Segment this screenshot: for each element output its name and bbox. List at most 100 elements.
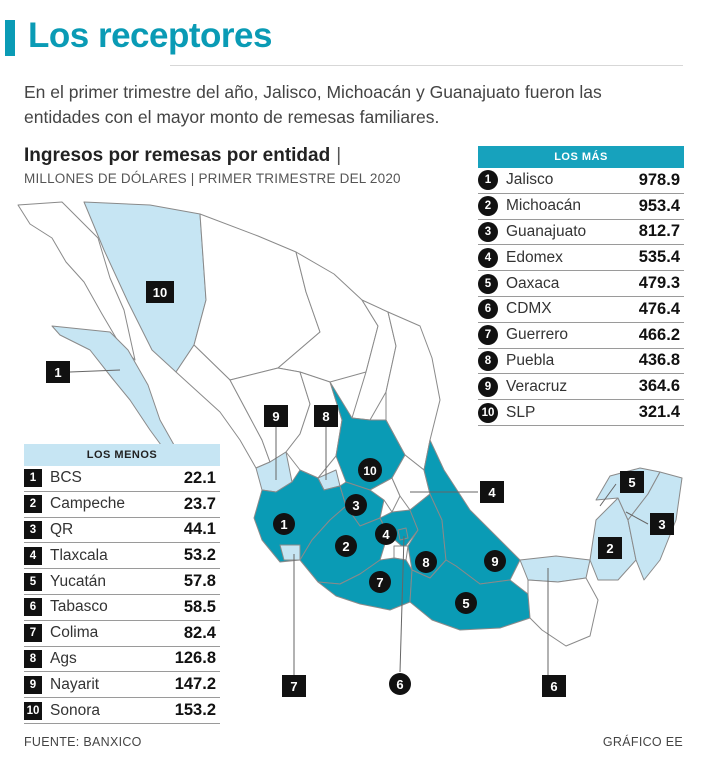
rank-badge: 9 [478,376,498,397]
table-row: 2 Campeche 23.7 [24,492,220,518]
state-name: SLP [506,403,536,421]
table-header: LOS MENOS [24,444,220,466]
svg-text:2: 2 [606,541,613,556]
state-name: Edomex [506,248,563,266]
page-title: Los receptores [28,16,272,55]
svg-text:2: 2 [342,539,349,554]
map-badge-least: 8 [314,405,338,427]
remittance-value: 479.3 [638,274,680,293]
table-row: 2 Michoacán 953.4 [478,194,684,220]
table-row: 10 SLP 321.4 [478,400,684,426]
table-row: 9 Veracruz 364.6 [478,374,684,401]
chart-title-text: Ingresos por remesas por entidad [24,145,331,166]
rank-badge: 5 [24,572,42,591]
table-row: 5 Yucatán 57.8 [24,569,220,595]
svg-text:7: 7 [376,575,383,590]
table-row: 9 Nayarit 147.2 [24,672,220,699]
map-badge-most: 6 [389,673,411,695]
map-badge-least: 1 [46,361,70,383]
title-rule [170,65,683,66]
rank-badge: 2 [478,196,498,217]
state-queretaro [369,477,401,513]
map-badge-least: 7 [282,675,306,697]
svg-text:5: 5 [462,596,469,611]
map-badge-least: 3 [650,513,674,535]
map-badge-most: 2 [335,535,357,557]
page-subtitle: En el primer trimestre del año, Jalisco,… [24,82,602,127]
remittance-value: 978.9 [638,170,680,189]
rank-badge: 3 [24,520,42,539]
table-row: 3 QR 44.1 [24,518,220,544]
map-badge-most: 9 [484,550,506,572]
state-tabasco [519,555,591,583]
svg-text:7: 7 [290,679,297,694]
svg-text:9: 9 [272,409,279,424]
remittance-value: 466.2 [638,325,680,344]
map-badge-most: 3 [345,494,367,516]
state-name: Campeche [50,495,125,513]
map-badge-least: 2 [598,537,622,559]
map-badge-least: 10 [146,281,174,303]
state-colima [279,544,301,561]
state-name: Yucatán [50,572,107,590]
table-row: 4 Edomex 535.4 [478,245,684,272]
table-header: LOS MÁS [478,146,684,168]
svg-text:8: 8 [422,555,429,570]
map-badge-most: 5 [455,592,477,614]
remittance-value: 44.1 [183,520,216,539]
table-row: 3 Guanajuato 812.7 [478,220,684,246]
state-name: BCS [50,469,82,487]
svg-text:6: 6 [396,677,403,692]
map-badge-most: 10 [358,458,382,482]
table-row: 10 Sonora 153.2 [24,698,220,724]
state-name: Veracruz [506,377,568,395]
table-rows: 1 Jalisco 978.9 2 Michoacán 953.4 3 Guanajuato 8… [478,168,684,426]
map-badge-least: 4 [480,481,504,503]
rank-badge: 1 [478,170,498,191]
svg-text:10: 10 [153,285,167,300]
table-row: 7 Colima 82.4 [24,621,220,647]
remittance-value: 953.4 [638,196,680,215]
remittance-value: 23.7 [183,494,216,513]
credit-note: GRÁFICO EE [602,735,683,749]
svg-text:1: 1 [280,517,287,532]
state-name: Jalisco [506,171,554,189]
rank-badge: 7 [478,325,498,346]
state-name: Oaxaca [506,274,560,292]
rank-badge: 1 [24,469,42,488]
rank-badge: 8 [478,350,498,371]
remittance-value: 436.8 [638,351,680,370]
table-row: 1 BCS 22.1 [24,466,220,492]
state-name: Colima [50,624,99,642]
remittance-value: 82.4 [183,623,216,642]
table-row: 7 Guerrero 466.2 [478,323,684,349]
source-note: FUENTE: BANXICO [24,735,142,749]
table-row: 4 Tlaxcala 53.2 [24,543,220,570]
rank-badge: 10 [24,701,42,720]
svg-text:4: 4 [382,527,390,542]
remittance-value: 53.2 [183,546,216,565]
svg-text:6: 6 [550,679,557,694]
state-name: Tlaxcala [50,546,108,564]
remittance-value: 812.7 [638,222,680,241]
svg-text:9: 9 [491,554,498,569]
remittance-value: 147.2 [174,675,216,694]
map-badge-least: 9 [264,405,288,427]
rank-badge: 7 [24,624,42,643]
state-cdmx [397,527,409,541]
state-chiapas [527,577,599,647]
state-name: Ags [50,649,77,667]
remittance-value: 153.2 [174,701,216,720]
state-name: Puebla [506,351,555,369]
map-badge-most: 4 [375,523,397,545]
remittance-value: 364.6 [638,377,680,396]
rank-badge: 5 [478,273,498,294]
state-name: Michoacán [506,197,581,215]
table-row: 6 CDMX 476.4 [478,297,684,323]
table-row: 8 Puebla 436.8 [478,349,684,375]
remittance-value: 535.4 [638,248,680,267]
map-badge-most: 7 [369,571,391,593]
map-badge-most: 8 [415,551,437,573]
table-los-menos: LOS MENOS 1 BCS 22.1 2 Campeche 23.7 3 QR 44.1 4 T… [24,444,220,724]
